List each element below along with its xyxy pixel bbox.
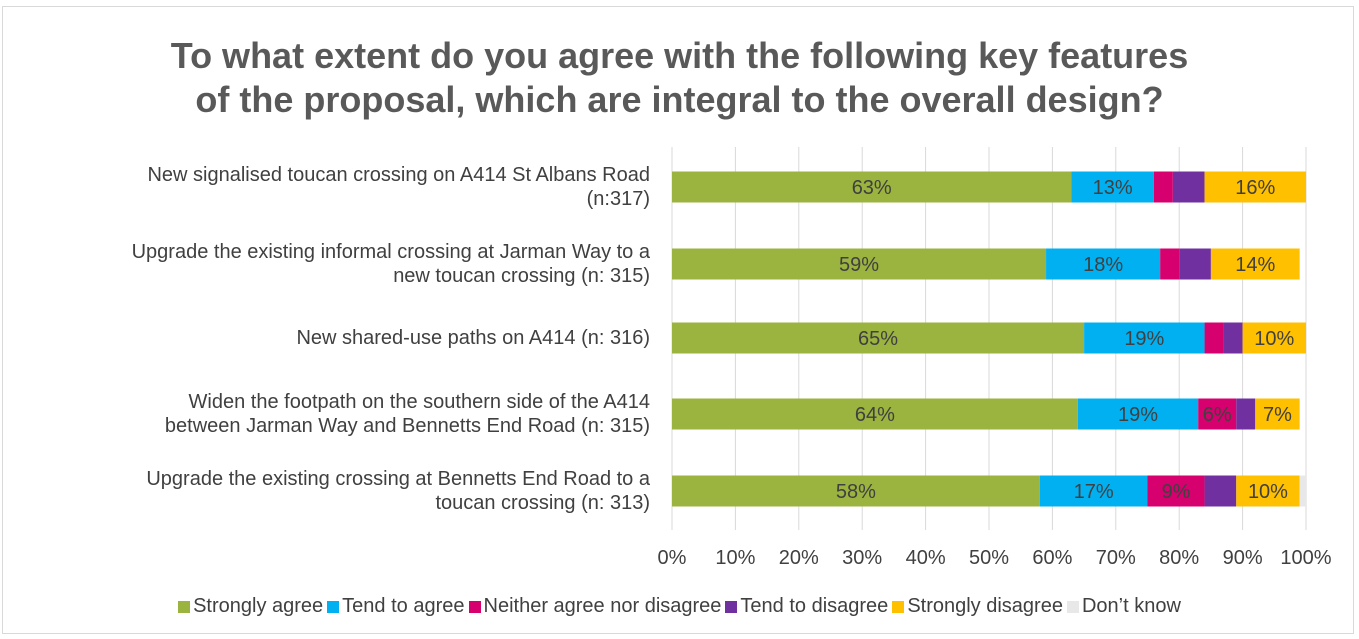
- data-label: 19%: [1118, 404, 1158, 426]
- category-label-line: Widen the footpath on the southern side …: [188, 391, 650, 413]
- bar-segment: [672, 475, 1040, 507]
- bar-segment: [1160, 248, 1180, 280]
- bar-segment: [1223, 322, 1243, 354]
- data-label: 59%: [839, 254, 879, 276]
- bar-segment: [1242, 322, 1306, 354]
- bar-segment: [672, 322, 1085, 354]
- x-tick-label: 0%: [657, 547, 687, 569]
- bar-segment: [1255, 398, 1300, 430]
- data-label: 18%: [1083, 254, 1123, 276]
- category-label-line: Upgrade the existing crossing at Bennett…: [146, 468, 650, 490]
- data-label: 9%: [1162, 481, 1191, 503]
- legend-item: Strongly agree: [178, 595, 323, 618]
- bar-segment: [1204, 171, 1306, 203]
- bar-segment: [1204, 322, 1224, 354]
- bar-segment: [1299, 475, 1306, 507]
- legend-swatch: [327, 600, 340, 613]
- data-label: 14%: [1235, 254, 1275, 276]
- data-label: 10%: [1248, 481, 1288, 503]
- data-label: 63%: [852, 177, 892, 199]
- legend-item: Strongly disagree: [892, 595, 1063, 618]
- x-tick-label: 100%: [1280, 547, 1332, 569]
- x-tick-label: 90%: [1222, 547, 1263, 569]
- legend-label: Tend to disagree: [740, 595, 889, 617]
- bar-segment: [1172, 171, 1205, 203]
- legend-label: Don’t know: [1081, 595, 1181, 617]
- legend-swatch: [892, 600, 905, 613]
- bar-segment: [1071, 171, 1154, 203]
- data-label: 10%: [1254, 328, 1294, 350]
- x-tick-label: 50%: [968, 547, 1010, 569]
- category-label: Widen the footpath on the southern side …: [10, 390, 650, 438]
- bar-segment: [1236, 475, 1300, 507]
- bar-segment: [1210, 248, 1300, 280]
- bar-segment: [1039, 475, 1148, 507]
- bar-segment: [672, 398, 1078, 430]
- chart-title-line-2: of the proposal, which are integral to t…: [195, 79, 1164, 120]
- bar-segment: [1179, 248, 1211, 280]
- data-label: 19%: [1124, 328, 1164, 350]
- category-label-line: (n:317): [586, 188, 650, 210]
- category-label: New signalised toucan crossing on A414 S…: [10, 163, 650, 211]
- category-label: New shared-use paths on A414 (n: 316): [10, 326, 650, 350]
- category-label-line: toucan crossing (n: 313): [435, 492, 650, 514]
- legend-label: Tend to agree: [342, 595, 465, 617]
- legend-item: Don’t know: [1066, 595, 1181, 618]
- data-label: 65%: [858, 328, 898, 350]
- bar-segment: [1084, 322, 1205, 354]
- legend-label: Strongly disagree: [907, 595, 1063, 617]
- data-label: 16%: [1235, 177, 1275, 199]
- bar-segment: [1153, 171, 1173, 203]
- category-label: Upgrade the existing crossing at Bennett…: [10, 467, 650, 515]
- bar-segment: [672, 248, 1047, 280]
- chart-frame: [2, 6, 1354, 634]
- legend-swatch: [725, 600, 738, 613]
- category-label-line: Upgrade the existing informal crossing a…: [131, 241, 650, 263]
- legend-item: Neither agree nor disagree: [468, 595, 722, 618]
- legend-swatch: [1066, 600, 1079, 613]
- bar-segment: [1198, 398, 1237, 430]
- legend-swatch: [178, 600, 191, 613]
- bar-segment: [1046, 248, 1161, 280]
- data-label: 13%: [1093, 177, 1133, 199]
- bar-segment: [1077, 398, 1199, 430]
- legend-label: Neither agree nor disagree: [483, 595, 722, 617]
- data-label: 17%: [1074, 481, 1114, 503]
- data-label: 6%: [1203, 404, 1232, 426]
- category-label-line: new toucan crossing (n: 315): [393, 265, 650, 287]
- chart-title-line-1: To what extent do you agree with the fol…: [170, 35, 1189, 76]
- legend-label: Strongly agree: [193, 595, 324, 617]
- x-tick-label: 60%: [1032, 547, 1073, 569]
- bar-segment: [1147, 475, 1205, 507]
- x-tick-label: 10%: [715, 547, 756, 569]
- category-label-line: New shared-use paths on A414 (n: 316): [296, 327, 650, 349]
- category-label-line: New signalised toucan crossing on A414 S…: [147, 164, 650, 186]
- data-label: 58%: [836, 481, 876, 503]
- legend-swatch: [468, 600, 481, 613]
- legend-item: Tend to disagree: [725, 595, 888, 618]
- bar-segment: [1236, 398, 1256, 430]
- category-label: Upgrade the existing informal crossing a…: [10, 240, 650, 288]
- x-tick-label: 20%: [778, 547, 819, 569]
- x-tick-label: 40%: [905, 547, 946, 569]
- category-label-line: between Jarman Way and Bennetts End Road…: [164, 415, 650, 437]
- data-label: 7%: [1263, 404, 1292, 426]
- x-tick-label: 30%: [842, 547, 883, 569]
- x-tick-label: 70%: [1095, 547, 1136, 569]
- legend: Strongly agree Tend to agree Neither agree…: [0, 595, 1359, 619]
- data-label: 64%: [855, 404, 895, 426]
- bar-segment: [672, 171, 1072, 203]
- bar-segment: [1204, 475, 1237, 507]
- legend-item: Tend to agree: [327, 595, 465, 618]
- x-tick-label: 80%: [1159, 547, 1200, 569]
- chart-title: To what extent do you agree with the fol…: [0, 34, 1359, 122]
